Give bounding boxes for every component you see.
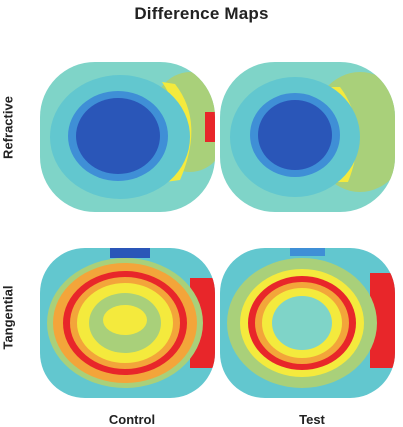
row-label-refractive: Refractive bbox=[0, 96, 16, 159]
map-refractive-control bbox=[40, 62, 215, 212]
row-label-tangential: Tangential bbox=[0, 285, 16, 350]
figure-title: Difference Maps bbox=[134, 4, 269, 23]
map-refractive-test bbox=[220, 62, 395, 212]
col-label-control: Control bbox=[108, 412, 156, 427]
col-label-test: Test bbox=[299, 412, 325, 427]
map-tangential-control bbox=[40, 248, 215, 398]
map-tangential-test bbox=[220, 248, 395, 398]
